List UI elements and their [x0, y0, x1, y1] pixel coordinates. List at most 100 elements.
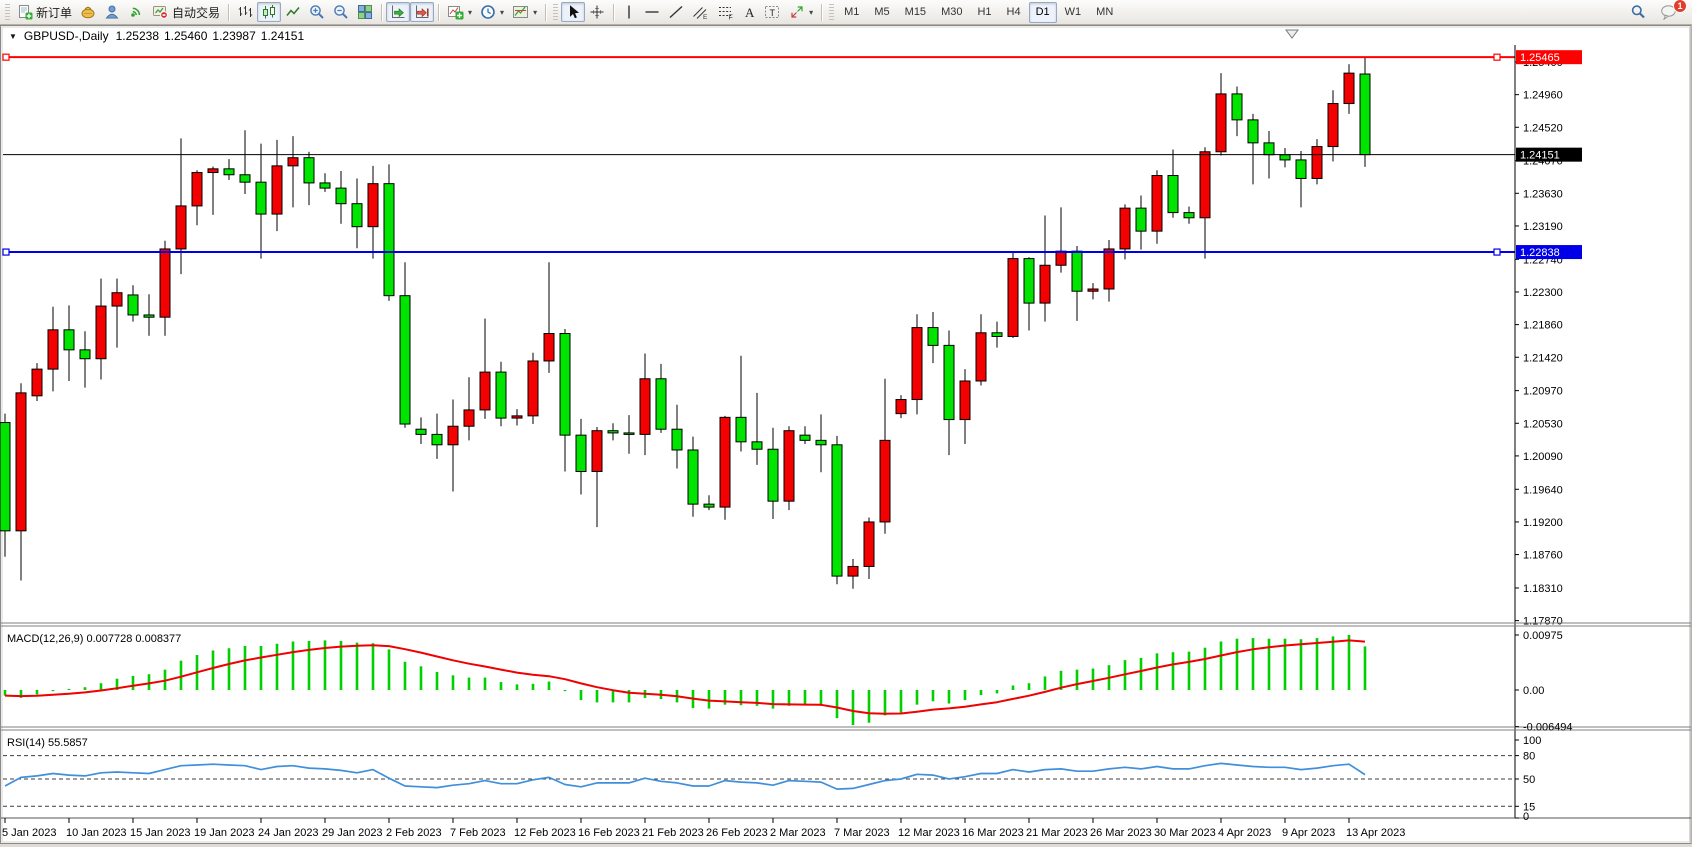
candle-body	[399, 295, 411, 425]
svg-text:0: 0	[1523, 811, 1529, 823]
svg-text:5 Jan 2023: 5 Jan 2023	[2, 827, 56, 839]
indicators-button[interactable]: ▾	[443, 2, 476, 22]
candle-body	[815, 439, 827, 446]
crosshair-icon	[589, 4, 605, 20]
arrows-icon	[789, 4, 805, 20]
candle-body	[527, 360, 539, 417]
horizontal-line-object[interactable]	[2, 248, 1515, 256]
candle-body	[511, 415, 523, 419]
chart-canvas[interactable]: 1.254001.249601.245201.240701.236301.231…	[0, 25, 1692, 847]
timeframe-MN[interactable]: MN	[1096, 6, 1114, 18]
candle-body	[495, 371, 507, 419]
candle-body	[1359, 73, 1371, 156]
svg-text:80: 80	[1523, 751, 1535, 763]
candle-body	[1183, 212, 1195, 219]
candlestick-chart-button[interactable]	[257, 2, 282, 22]
svg-text:100: 100	[1523, 735, 1541, 747]
svg-text:1.20530: 1.20530	[1523, 418, 1563, 430]
timeframe-H1[interactable]: H1	[977, 6, 992, 18]
trendline-tool-button[interactable]	[664, 2, 688, 22]
fibonacci-tool-button[interactable]: F	[713, 2, 738, 22]
main-toolbar: 新订单 自动交易 ▾ ▾	[0, 0, 1692, 25]
toolbar-drag-handle[interactable]	[5, 4, 10, 20]
candle-body	[463, 409, 475, 427]
search-button[interactable]	[1626, 2, 1650, 22]
candle-body	[271, 165, 283, 215]
autotrading-icon	[152, 4, 169, 20]
tile-windows-button[interactable]	[353, 2, 377, 22]
signal-icon	[128, 4, 144, 20]
toolbar-drag-handle[interactable]	[829, 4, 835, 20]
fibonacci-icon: F	[717, 4, 734, 20]
candle-body	[31, 368, 43, 397]
crosshair-tool-button[interactable]	[585, 2, 609, 22]
svg-text:1.21420: 1.21420	[1523, 352, 1563, 364]
text-tool-button[interactable]: A	[738, 2, 760, 22]
one-click-trading-arrow-icon[interactable]: ▼	[9, 31, 17, 41]
toolbar-drag-handle[interactable]	[553, 4, 559, 20]
zoom-out-button[interactable]	[329, 2, 353, 22]
svg-text:7 Feb 2023: 7 Feb 2023	[450, 827, 506, 839]
periods-button[interactable]: ▾	[476, 2, 508, 22]
chart-title: ▼ GBPUSD-,Daily 1.25238 1.25460 1.23987 …	[9, 29, 304, 43]
candle-body	[1151, 175, 1163, 232]
text-label-tool-button[interactable]: T	[760, 2, 785, 22]
timeframe-D1[interactable]: D1	[1028, 1, 1057, 23]
svg-text:1.19640: 1.19640	[1523, 484, 1563, 496]
new-order-button[interactable]: 新订单	[13, 2, 76, 22]
signals-button[interactable]	[124, 2, 148, 22]
chevron-down-icon: ▾	[500, 7, 505, 17]
timeframe-H4[interactable]: H4	[1006, 6, 1021, 18]
templates-button[interactable]: ▾	[508, 2, 541, 22]
arrows-tool-button[interactable]: ▾	[785, 2, 817, 22]
svg-text:1.25465: 1.25465	[1520, 52, 1560, 64]
candle-body	[1215, 93, 1227, 153]
candle-body	[1199, 151, 1211, 219]
line-handle	[2, 248, 10, 256]
cursor-tool-button[interactable]	[561, 2, 586, 22]
svg-text:1.24520: 1.24520	[1523, 122, 1563, 134]
candle-body	[1343, 72, 1355, 105]
horizontal-line-object[interactable]	[2, 53, 1515, 61]
new-order-label: 新订单	[36, 5, 73, 20]
bar-chart-button[interactable]	[233, 2, 257, 22]
line-chart-button[interactable]	[281, 2, 305, 22]
text-icon: A	[742, 4, 756, 20]
new-order-icon	[17, 4, 33, 20]
candle-body	[1103, 248, 1115, 290]
candle-body	[319, 182, 331, 189]
svg-text:4 Apr 2023: 4 Apr 2023	[1218, 827, 1271, 839]
candle-body	[1007, 258, 1019, 337]
price-tag	[1516, 147, 1582, 162]
chart-shift-marker-icon	[1285, 29, 1299, 39]
price-tag	[1516, 245, 1582, 260]
candle-body	[703, 503, 715, 508]
vertical-line-tool-button[interactable]	[618, 2, 640, 22]
zoom-in-button[interactable]	[305, 2, 329, 22]
autotrading-button[interactable]: 自动交易	[148, 2, 224, 22]
timeframe-W1[interactable]: W1	[1064, 6, 1082, 18]
community-button[interactable]	[100, 2, 124, 22]
text-label-icon: T	[764, 4, 781, 20]
candle-body	[143, 314, 155, 318]
market-button[interactable]	[76, 2, 100, 22]
candle-body	[863, 521, 875, 567]
timeframe-M5[interactable]: M5	[874, 6, 890, 18]
auto-scroll-button[interactable]	[386, 2, 411, 22]
separator	[228, 3, 230, 21]
line-chart-icon	[285, 4, 301, 20]
chart-shift-button[interactable]	[410, 2, 435, 22]
svg-text:1.22838: 1.22838	[1520, 247, 1560, 259]
candle-body	[623, 432, 635, 435]
candle-body	[559, 333, 571, 436]
notifications-button[interactable]: 1	[1656, 0, 1687, 22]
timeframe-M15[interactable]: M15	[904, 6, 927, 18]
horizontal-line-tool-button[interactable]	[640, 2, 664, 22]
timeframe-M1[interactable]: M1	[844, 6, 860, 18]
candle-body	[1087, 288, 1099, 292]
candle-body	[63, 329, 75, 351]
candle-body	[351, 203, 363, 228]
candle-body	[1167, 175, 1179, 214]
timeframe-M30[interactable]: M30	[941, 6, 963, 18]
channel-tool-button[interactable]: E	[688, 2, 713, 22]
